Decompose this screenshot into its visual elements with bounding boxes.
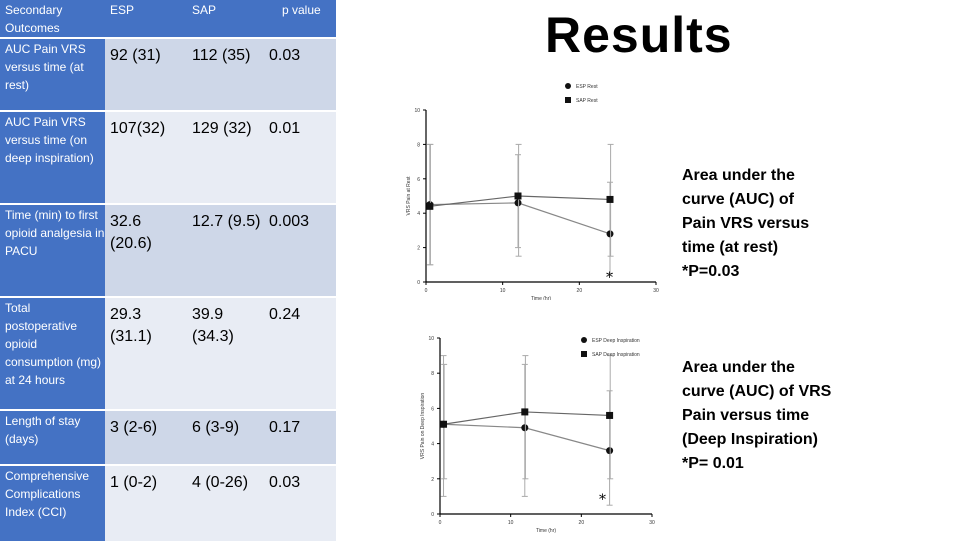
legend-label: SAP Deep Inspiration bbox=[592, 352, 640, 358]
esp-value: 3 (2-6) bbox=[105, 410, 187, 466]
p-value: 0.01 bbox=[264, 111, 336, 205]
y-tick-label: 0 bbox=[431, 512, 434, 518]
y-tick-label: 2 bbox=[431, 477, 434, 483]
sap-value: 112 (35) bbox=[187, 38, 264, 112]
y-tick-label: 2 bbox=[417, 246, 420, 252]
y-tick-label: 4 bbox=[431, 442, 434, 448]
page-title: Results bbox=[545, 7, 733, 63]
header-sap: SAP bbox=[187, 0, 264, 39]
table-row: Comprehensive Complications Index (CCI) … bbox=[0, 465, 336, 543]
row-label: Length of stay (days) bbox=[0, 410, 105, 466]
x-axis-label: Time (hr) bbox=[531, 296, 551, 300]
table-row: AUC Pain VRS versus time (at rest) 92 (3… bbox=[0, 38, 336, 112]
p-value: 0.03 bbox=[264, 465, 336, 543]
p-value: 0.003 bbox=[264, 204, 336, 298]
esp-value: 107(32) bbox=[105, 111, 187, 205]
x-tick-label: 20 bbox=[579, 520, 585, 526]
esp-value: 92 (31) bbox=[105, 38, 187, 112]
p-value: 0.24 bbox=[264, 297, 336, 411]
header-esp: ESP bbox=[105, 0, 187, 39]
x-tick-label: 20 bbox=[577, 288, 583, 294]
series-line bbox=[429, 202, 611, 235]
y-axis-label: VRS Pain on Deep Inspiration bbox=[420, 393, 426, 460]
legend-marker bbox=[565, 97, 571, 103]
x-tick-label: 30 bbox=[649, 520, 655, 526]
row-label: Time (min) to first opioid analgesia in … bbox=[0, 204, 105, 298]
sap-value: 12.7 (9.5) bbox=[187, 204, 264, 298]
header-p-value: p value bbox=[264, 0, 336, 39]
data-point-square bbox=[514, 192, 522, 200]
esp-value: 29.3 (31.1) bbox=[105, 297, 187, 411]
sap-value: 39.9 (34.3) bbox=[187, 297, 264, 411]
table-row: AUC Pain VRS versus time (on deep inspir… bbox=[0, 111, 336, 205]
y-tick-label: 0 bbox=[417, 280, 420, 286]
esp-value: 32.6 (20.6) bbox=[105, 204, 187, 298]
data-point-square bbox=[426, 202, 434, 210]
p-value: 0.03 bbox=[264, 38, 336, 112]
row-label: AUC Pain VRS versus time (on deep inspir… bbox=[0, 111, 105, 205]
data-point-square bbox=[521, 408, 529, 416]
data-point-square bbox=[606, 195, 614, 203]
header-outcome: Secondary Outcomes bbox=[0, 0, 105, 39]
rest-auc-note: Area under the curve (AUC) of Pain VRS v… bbox=[682, 167, 810, 280]
legend-marker bbox=[565, 83, 571, 89]
rest-pain-chart: 0 2 4 6 8 10 0 10 20 30 Time (hr) VRS Pain at Rest E… bbox=[406, 83, 659, 300]
y-axis-label: VRS Pain at Rest bbox=[406, 176, 412, 216]
row-label: AUC Pain VRS versus time (at rest) bbox=[0, 38, 105, 112]
row-label: Comprehensive Complications Index (CCI) bbox=[0, 465, 105, 543]
y-tick-label: 4 bbox=[417, 211, 420, 217]
data-point-square bbox=[440, 420, 448, 428]
legend-label: SAP Rest bbox=[576, 98, 598, 104]
sap-value: 6 (3-9) bbox=[187, 410, 264, 466]
y-tick-label: 10 bbox=[428, 336, 434, 342]
secondary-outcomes-table: Secondary Outcomes ESP SAP p value AUC P… bbox=[0, 0, 336, 543]
sap-value: 129 (32) bbox=[187, 111, 264, 205]
x-tick-label: 30 bbox=[653, 288, 659, 294]
p-value: 0.17 bbox=[264, 410, 336, 466]
x-tick-label: 0 bbox=[439, 520, 442, 526]
x-axis-label: Time (hr) bbox=[536, 528, 556, 534]
legend-label: ESP Deep Inspiration bbox=[592, 338, 640, 344]
significance-asterisk: * bbox=[606, 270, 613, 286]
esp-value: 1 (0-2) bbox=[105, 465, 187, 543]
table-row: Total postoperative opioid consumption (… bbox=[0, 297, 336, 411]
y-tick-label: 8 bbox=[431, 371, 434, 377]
x-tick-label: 0 bbox=[425, 288, 428, 294]
legend-label: ESP Rest bbox=[576, 84, 598, 90]
significance-asterisk: * bbox=[599, 492, 606, 508]
legend-marker bbox=[581, 351, 587, 357]
y-tick-label: 6 bbox=[431, 406, 434, 412]
legend-marker bbox=[581, 337, 587, 343]
y-tick-label: 6 bbox=[417, 177, 420, 183]
data-point-circle bbox=[606, 230, 614, 238]
table-row: Length of stay (days) 3 (2-6) 6 (3-9) 0.… bbox=[0, 410, 336, 466]
data-point-circle bbox=[514, 199, 522, 207]
sap-value: 4 (0-26) bbox=[187, 465, 264, 543]
deep-inspiration-pain-chart: 0 2 4 6 8 10 0 10 20 30 Time (hr) VRS Pain on Deep … bbox=[420, 336, 655, 534]
data-point-circle bbox=[606, 447, 614, 455]
data-point-circle bbox=[521, 424, 529, 432]
data-point-square bbox=[606, 411, 614, 419]
y-tick-label: 8 bbox=[417, 142, 420, 148]
row-label: Total postoperative opioid consumption (… bbox=[0, 297, 105, 411]
table-header-row: Secondary Outcomes ESP SAP p value bbox=[0, 0, 336, 39]
table-row: Time (min) to first opioid analgesia in … bbox=[0, 204, 336, 298]
deep-inspiration-auc-note: Area under the curve (AUC) of VRS Pain v… bbox=[682, 359, 832, 472]
x-tick-label: 10 bbox=[508, 520, 514, 526]
y-tick-label: 10 bbox=[414, 108, 420, 114]
x-tick-label: 10 bbox=[500, 288, 506, 294]
